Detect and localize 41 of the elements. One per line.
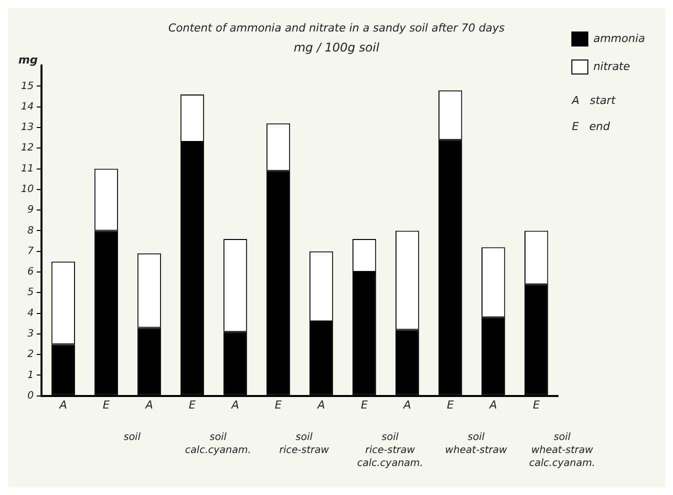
x-tick-label: A xyxy=(488,398,498,412)
y-tick-label: 12 xyxy=(20,142,34,154)
text: E end xyxy=(572,120,612,133)
y-tick-label: 0 xyxy=(27,390,34,402)
x-tick-label: A xyxy=(144,398,154,412)
chart-title: Content of ammonia and nitrate in a sandy soil after 70 days xyxy=(168,21,505,34)
x-tick-label: A xyxy=(402,398,412,412)
y-tick-label: 5 xyxy=(27,287,34,298)
y-tick-label: 15 xyxy=(20,80,34,92)
y-tick-label: 11 xyxy=(20,163,34,174)
x-tick-label: E xyxy=(274,398,282,412)
y-tick-label: 13 xyxy=(20,122,34,134)
y-tick-label: 1 xyxy=(27,370,34,381)
text: A start xyxy=(570,94,616,107)
y-axis-title: mg xyxy=(18,54,38,67)
y-tick-label: 4 xyxy=(27,308,34,319)
y-tick-label: 10 xyxy=(20,184,34,196)
chart-subtitle: mg / 100g soil xyxy=(294,40,380,55)
y-tick-label: 8 xyxy=(27,225,34,236)
x-tick-label: E xyxy=(188,398,196,412)
text: soil rice-straw xyxy=(279,432,330,456)
legend-label: nitrate xyxy=(593,60,630,73)
y-tick-label: 3 xyxy=(27,328,34,340)
x-tick-label: E xyxy=(446,398,454,412)
text: soil xyxy=(124,432,141,443)
text: soil wheat-straw calc.cyanam. xyxy=(529,432,596,469)
y-tick-label: 7 xyxy=(27,246,34,257)
x-tick-label: A xyxy=(58,398,67,412)
y-tick-label: 6 xyxy=(27,266,34,278)
x-tick-label: E xyxy=(102,398,110,412)
y-tick-label: 2 xyxy=(27,349,34,360)
y-tick-label: 14 xyxy=(20,101,34,112)
text: soil rice-straw calc.cyanam. xyxy=(357,432,424,469)
x-tick-label: E xyxy=(532,398,540,412)
x-tick-label: A xyxy=(316,398,326,412)
text: soil calc.cyanam. xyxy=(185,432,252,456)
x-tick-label: E xyxy=(360,398,368,412)
x-tick-label: A xyxy=(230,398,240,412)
legend-label: ammonia xyxy=(593,32,646,45)
y-tick-label: 9 xyxy=(27,204,34,216)
text: soil wheat-straw xyxy=(445,432,508,456)
